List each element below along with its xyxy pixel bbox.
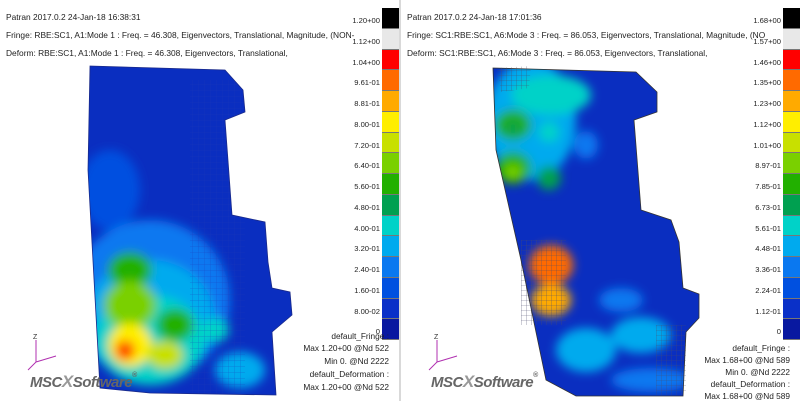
svg-text:Z: Z [434, 334, 439, 341]
legend-swatch [783, 215, 800, 237]
info-fringe-label: default_Fringe : [732, 343, 790, 353]
legend-tick-label: 3.36-01 [755, 265, 781, 274]
legend-swatch [783, 111, 800, 133]
legend-tick-label: 0 [776, 327, 781, 337]
legend-swatch [382, 8, 399, 29]
legend-swatch [382, 236, 399, 257]
legend-swatch [783, 194, 800, 216]
info-fringe-label: default_Fringe : [331, 331, 389, 341]
legend-tick-label: 8.97-01 [755, 161, 781, 171]
legend-tick-label: 5.61-01 [755, 223, 781, 233]
legend-swatch [783, 277, 800, 299]
legend-tick-label: 1.23+00 [753, 99, 781, 108]
legend-tick-label: 6.40-01 [354, 161, 380, 171]
legend-swatch [382, 257, 399, 278]
legend-swatch [783, 153, 800, 174]
legend-tick-label: 1.57+00 [753, 36, 781, 46]
legend-swatch [783, 298, 800, 320]
viewport-left[interactable]: Patran 2017.0.2 24-Jan-18 16:38:31 Fring… [0, 0, 399, 401]
legend-tick-label: 7.20-01 [354, 140, 380, 150]
legend-tick-label: 1.12-01 [755, 306, 781, 316]
header-line-fringe: Fringe: SC1:RBE:SC1, A6:Mode 3 : Freq. =… [407, 30, 766, 40]
msc-software-logo: MSCXSoftware® [30, 372, 137, 391]
legend-tick-label: 2.40-01 [354, 265, 380, 274]
legend-tick-label: 0 [375, 327, 380, 337]
legend-tick-label: 7.85-01 [755, 182, 781, 191]
legend-swatch [382, 319, 399, 340]
header-line-deform: Deform: RBE:SC1, A1:Mode 1 : Freq. = 46.… [6, 48, 288, 58]
legend-swatch [382, 70, 399, 91]
legend-swatch [382, 215, 399, 237]
legend-tick-label: 1.01+00 [753, 140, 781, 150]
legend-swatch [382, 194, 399, 216]
legend-tick-label: 1.04+00 [352, 57, 380, 67]
info-deform-max: Max 1.68+00 @Nd 589 [704, 391, 790, 401]
axis-triad-icon: Z [27, 334, 57, 371]
color-legend-bar [783, 8, 800, 340]
legend-tick-label: 3.20-01 [354, 244, 380, 254]
legend-swatch [783, 70, 800, 91]
legend-swatch [783, 257, 800, 278]
legend-tick-label: 1.46+00 [753, 57, 781, 67]
legend-tick-label: 4.00-01 [354, 223, 380, 233]
fe-model-mode1 [87, 65, 293, 396]
info-deform-label: default_Deformation : [309, 369, 389, 379]
legend-tick-label: 1.20+00 [352, 16, 380, 25]
header-line-deform: Deform: SC1:RBE:SC1, A6:Mode 3 : Freq. =… [407, 48, 708, 58]
legend-tick-label: 4.48-01 [755, 244, 781, 254]
legend-swatch [783, 91, 800, 112]
legend-tick-label: 8.00-02 [354, 306, 380, 316]
legend-tick-label: 6.73-01 [755, 202, 781, 212]
msc-software-logo: MSCXSoftware® [431, 372, 538, 391]
info-fringe-max: Max 1.68+00 @Nd 589 [704, 355, 790, 365]
svg-text:Z: Z [33, 334, 38, 341]
legend-swatch [382, 91, 399, 112]
legend-swatch [783, 49, 800, 71]
legend-swatch [382, 28, 399, 50]
info-fringe-min: Min 0. @Nd 2222 [725, 367, 790, 377]
legend-swatch [382, 174, 399, 195]
viewport-divider [399, 0, 401, 401]
legend-tick-label: 8.81-01 [354, 99, 380, 108]
legend-swatch [783, 8, 800, 29]
legend-swatch [783, 28, 800, 50]
fe-model-mode3 [492, 66, 700, 397]
legend-tick-label: 8.00-01 [354, 119, 380, 129]
legend-swatch [783, 132, 800, 154]
legend-swatch [783, 236, 800, 257]
legend-tick-label: 1.68+00 [753, 16, 781, 25]
info-fringe-min: Min 0. @Nd 2222 [324, 356, 389, 366]
legend-swatch [382, 111, 399, 133]
header-line-timestamp: Patran 2017.0.2 24-Jan-18 16:38:31 [6, 12, 141, 22]
info-deform-max: Max 1.20+00 @Nd 522 [303, 382, 389, 392]
legend-swatch [783, 174, 800, 195]
header-line-timestamp: Patran 2017.0.2 24-Jan-18 17:01:36 [407, 12, 542, 22]
legend-tick-label: 2.24-01 [755, 285, 781, 295]
legend-swatch [382, 49, 399, 71]
header-line-fringe: Fringe: RBE:SC1, A1:Mode 1 : Freq. = 46.… [6, 30, 355, 40]
axis-triad-icon: Z [428, 334, 458, 371]
legend-tick-label: 1.35+00 [753, 78, 781, 88]
legend-tick-label: 5.60-01 [354, 182, 380, 191]
legend-tick-label: 1.12+00 [352, 36, 380, 46]
info-fringe-max: Max 1.20+00 @Nd 522 [303, 343, 389, 353]
legend-tick-label: 4.80-01 [354, 202, 380, 212]
legend-tick-label: 1.12+00 [753, 119, 781, 129]
legend-swatch [382, 298, 399, 320]
color-legend-bar [382, 8, 399, 340]
info-deform-label: default_Deformation : [710, 379, 790, 389]
viewport-right[interactable]: Patran 2017.0.2 24-Jan-18 17:01:36 Fring… [401, 0, 800, 401]
legend-swatch [382, 277, 399, 299]
legend-swatch [382, 153, 399, 174]
legend-swatch [783, 319, 800, 340]
legend-swatch [382, 132, 399, 154]
legend-tick-label: 9.61-01 [354, 78, 380, 88]
legend-tick-label: 1.60-01 [354, 285, 380, 295]
